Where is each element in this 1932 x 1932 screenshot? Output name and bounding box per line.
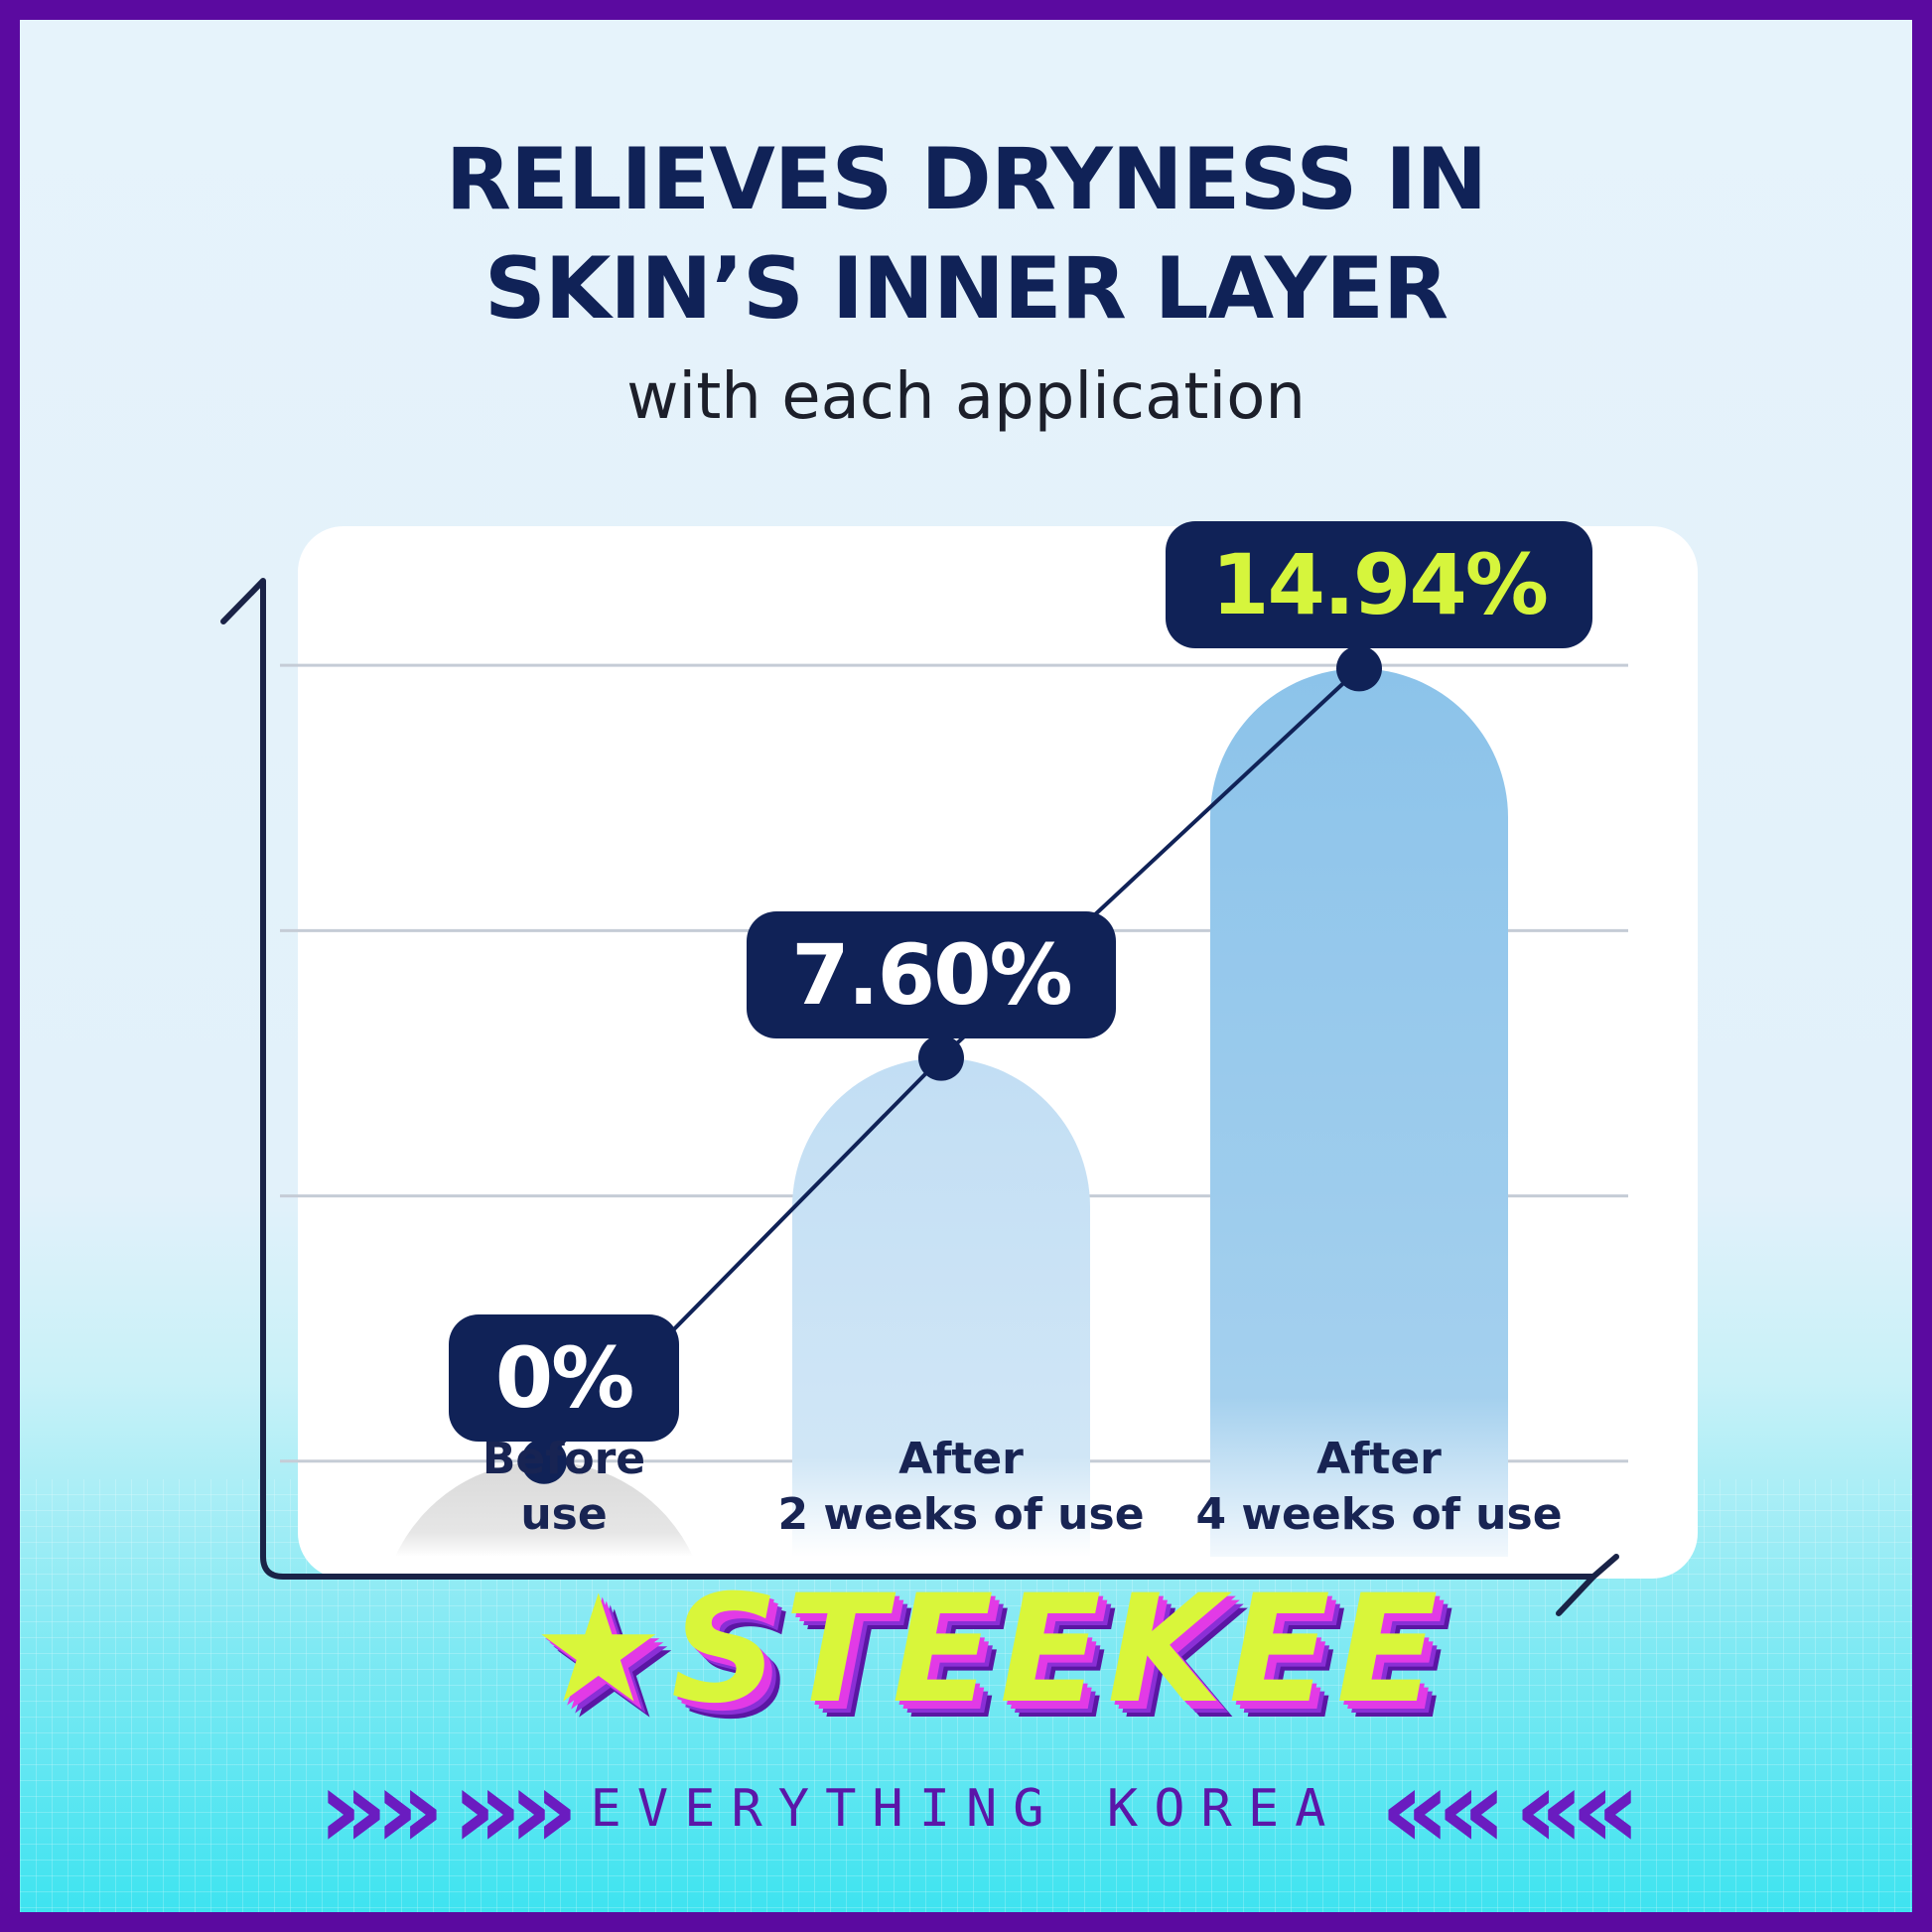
bar-1 <box>792 1057 1090 1557</box>
bar-0 <box>395 1460 693 1557</box>
double-chevron-left-icon: «« <box>1380 1745 1507 1872</box>
category-label-line: 4 weeks of use <box>1195 1489 1563 1540</box>
double-chevron-right-icon: »» <box>318 1745 445 1872</box>
data-label-0: 0% <box>449 1313 679 1442</box>
category-label-line: use <box>520 1489 608 1540</box>
data-label-1: 7.60% <box>747 910 1116 1038</box>
data-label-2: 14.94% <box>1166 521 1592 649</box>
data-point-1 <box>918 1035 964 1081</box>
tagline: EVERYTHING KOREA <box>590 1779 1342 1839</box>
chart <box>220 578 1628 1616</box>
subtitle: with each application <box>626 360 1306 434</box>
double-chevron-left-icon: «« <box>1514 1745 1641 1872</box>
category-label-line: After <box>898 1434 1024 1484</box>
logo-text: ★STEEKEE <box>531 1564 1445 1736</box>
axes <box>220 578 1619 1580</box>
data-point-2 <box>1336 645 1382 692</box>
category-label-2: After 4 weeks of use <box>1171 1432 1587 1543</box>
double-chevron-right-icon: »» <box>452 1745 579 1872</box>
x-axis-arrow <box>1556 1574 1596 1616</box>
data-point-0 <box>521 1438 567 1484</box>
title-line-2: SKIN’S INNER LAYER <box>483 239 1449 339</box>
category-label-line: Before <box>482 1434 646 1484</box>
category-label-line: 2 weeks of use <box>777 1489 1145 1540</box>
category-label-0: Before use <box>355 1432 772 1543</box>
title-line-1: RELIEVES DRYNESS IN <box>445 130 1488 229</box>
category-label-line: After <box>1316 1434 1442 1484</box>
category-label-1: After 2 weeks of use <box>753 1432 1170 1543</box>
bar-2 <box>1210 668 1508 1557</box>
